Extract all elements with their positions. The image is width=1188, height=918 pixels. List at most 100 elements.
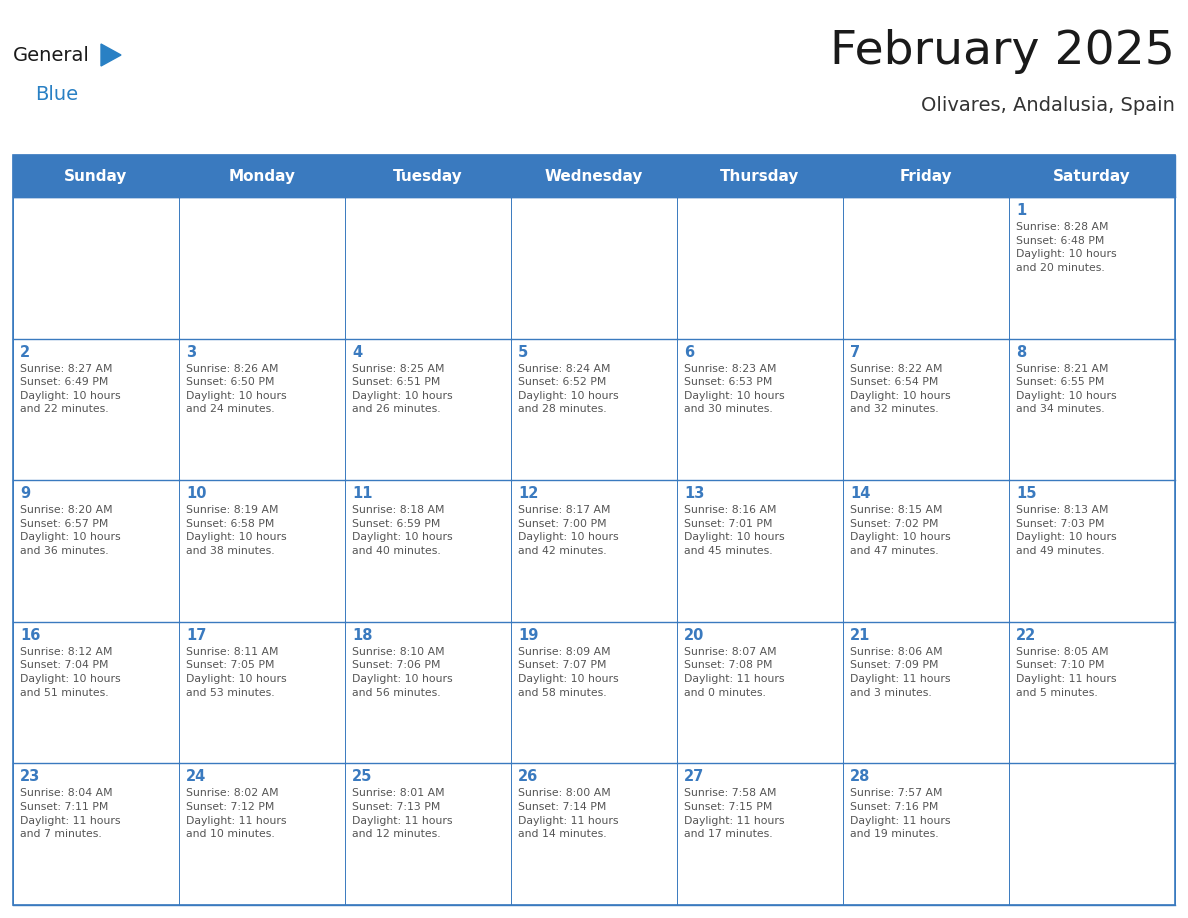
Text: Sunrise: 8:20 AM
Sunset: 6:57 PM
Daylight: 10 hours
and 36 minutes.: Sunrise: 8:20 AM Sunset: 6:57 PM Dayligh… <box>20 505 121 556</box>
Bar <box>511 339 677 480</box>
Text: 7: 7 <box>849 344 860 360</box>
Text: February 2025: February 2025 <box>830 29 1175 74</box>
Text: Sunrise: 8:01 AM
Sunset: 7:13 PM
Daylight: 11 hours
and 12 minutes.: Sunrise: 8:01 AM Sunset: 7:13 PM Dayligh… <box>352 789 453 839</box>
Text: Sunrise: 8:21 AM
Sunset: 6:55 PM
Daylight: 10 hours
and 34 minutes.: Sunrise: 8:21 AM Sunset: 6:55 PM Dayligh… <box>1016 364 1117 414</box>
Text: 5: 5 <box>518 344 529 360</box>
Text: Tuesday: Tuesday <box>393 169 463 184</box>
Bar <box>13 197 179 339</box>
Text: 21: 21 <box>849 628 871 643</box>
Bar <box>13 480 179 621</box>
Text: Sunrise: 8:12 AM
Sunset: 7:04 PM
Daylight: 10 hours
and 51 minutes.: Sunrise: 8:12 AM Sunset: 7:04 PM Dayligh… <box>20 647 121 698</box>
Bar <box>179 764 345 905</box>
Text: Sunrise: 8:27 AM
Sunset: 6:49 PM
Daylight: 10 hours
and 22 minutes.: Sunrise: 8:27 AM Sunset: 6:49 PM Dayligh… <box>20 364 121 414</box>
Bar <box>1009 764 1175 905</box>
Text: 24: 24 <box>187 769 207 784</box>
Bar <box>511 480 677 621</box>
Bar <box>1009 155 1175 197</box>
Text: Friday: Friday <box>899 169 953 184</box>
Bar <box>345 197 511 339</box>
Bar <box>1009 621 1175 764</box>
Bar <box>677 621 843 764</box>
Text: 22: 22 <box>1016 628 1036 643</box>
Text: 9: 9 <box>20 487 30 501</box>
Text: 14: 14 <box>849 487 871 501</box>
Text: 28: 28 <box>849 769 871 784</box>
Text: Sunrise: 8:09 AM
Sunset: 7:07 PM
Daylight: 10 hours
and 58 minutes.: Sunrise: 8:09 AM Sunset: 7:07 PM Dayligh… <box>518 647 619 698</box>
Text: 11: 11 <box>352 487 373 501</box>
Text: 4: 4 <box>352 344 362 360</box>
Text: 6: 6 <box>684 344 694 360</box>
Text: 3: 3 <box>187 344 196 360</box>
Bar <box>843 764 1009 905</box>
Text: Sunrise: 7:58 AM
Sunset: 7:15 PM
Daylight: 11 hours
and 17 minutes.: Sunrise: 7:58 AM Sunset: 7:15 PM Dayligh… <box>684 789 784 839</box>
Text: Sunrise: 8:07 AM
Sunset: 7:08 PM
Daylight: 11 hours
and 0 minutes.: Sunrise: 8:07 AM Sunset: 7:08 PM Dayligh… <box>684 647 784 698</box>
Text: Wednesday: Wednesday <box>545 169 643 184</box>
Bar <box>13 339 179 480</box>
Text: 12: 12 <box>518 487 538 501</box>
Text: 26: 26 <box>518 769 538 784</box>
Text: 18: 18 <box>352 628 373 643</box>
Text: 16: 16 <box>20 628 40 643</box>
Text: Sunrise: 8:25 AM
Sunset: 6:51 PM
Daylight: 10 hours
and 26 minutes.: Sunrise: 8:25 AM Sunset: 6:51 PM Dayligh… <box>352 364 453 414</box>
Text: Sunrise: 8:15 AM
Sunset: 7:02 PM
Daylight: 10 hours
and 47 minutes.: Sunrise: 8:15 AM Sunset: 7:02 PM Dayligh… <box>849 505 950 556</box>
Bar <box>677 339 843 480</box>
Text: Olivares, Andalusia, Spain: Olivares, Andalusia, Spain <box>921 95 1175 115</box>
Bar <box>677 480 843 621</box>
Bar <box>13 621 179 764</box>
Text: Sunrise: 8:06 AM
Sunset: 7:09 PM
Daylight: 11 hours
and 3 minutes.: Sunrise: 8:06 AM Sunset: 7:09 PM Dayligh… <box>849 647 950 698</box>
Bar <box>179 480 345 621</box>
Bar <box>13 764 179 905</box>
Polygon shape <box>101 44 121 66</box>
Bar <box>179 339 345 480</box>
Text: 20: 20 <box>684 628 704 643</box>
Bar <box>179 621 345 764</box>
Text: Thursday: Thursday <box>720 169 800 184</box>
Bar <box>843 339 1009 480</box>
Text: Sunrise: 8:28 AM
Sunset: 6:48 PM
Daylight: 10 hours
and 20 minutes.: Sunrise: 8:28 AM Sunset: 6:48 PM Dayligh… <box>1016 222 1117 273</box>
Text: Monday: Monday <box>228 169 296 184</box>
Bar <box>511 764 677 905</box>
Bar <box>345 621 511 764</box>
Text: Sunrise: 8:17 AM
Sunset: 7:00 PM
Daylight: 10 hours
and 42 minutes.: Sunrise: 8:17 AM Sunset: 7:00 PM Dayligh… <box>518 505 619 556</box>
Text: Sunrise: 7:57 AM
Sunset: 7:16 PM
Daylight: 11 hours
and 19 minutes.: Sunrise: 7:57 AM Sunset: 7:16 PM Dayligh… <box>849 789 950 839</box>
Text: 8: 8 <box>1016 344 1026 360</box>
Bar <box>843 480 1009 621</box>
Bar <box>677 197 843 339</box>
Text: Sunrise: 8:04 AM
Sunset: 7:11 PM
Daylight: 11 hours
and 7 minutes.: Sunrise: 8:04 AM Sunset: 7:11 PM Dayligh… <box>20 789 120 839</box>
Text: Sunrise: 8:18 AM
Sunset: 6:59 PM
Daylight: 10 hours
and 40 minutes.: Sunrise: 8:18 AM Sunset: 6:59 PM Dayligh… <box>352 505 453 556</box>
Text: 2: 2 <box>20 344 30 360</box>
Bar <box>345 480 511 621</box>
Bar <box>345 764 511 905</box>
Bar <box>677 155 843 197</box>
Bar <box>843 197 1009 339</box>
Bar <box>179 155 345 197</box>
Bar <box>13 155 1175 905</box>
Bar <box>345 339 511 480</box>
Bar <box>1009 197 1175 339</box>
Text: Sunrise: 8:19 AM
Sunset: 6:58 PM
Daylight: 10 hours
and 38 minutes.: Sunrise: 8:19 AM Sunset: 6:58 PM Dayligh… <box>187 505 286 556</box>
Text: Sunrise: 8:24 AM
Sunset: 6:52 PM
Daylight: 10 hours
and 28 minutes.: Sunrise: 8:24 AM Sunset: 6:52 PM Dayligh… <box>518 364 619 414</box>
Text: Blue: Blue <box>34 85 78 105</box>
Bar <box>1009 480 1175 621</box>
Bar <box>511 197 677 339</box>
Text: Saturday: Saturday <box>1053 169 1131 184</box>
Text: Sunrise: 8:22 AM
Sunset: 6:54 PM
Daylight: 10 hours
and 32 minutes.: Sunrise: 8:22 AM Sunset: 6:54 PM Dayligh… <box>849 364 950 414</box>
Text: Sunrise: 8:05 AM
Sunset: 7:10 PM
Daylight: 11 hours
and 5 minutes.: Sunrise: 8:05 AM Sunset: 7:10 PM Dayligh… <box>1016 647 1117 698</box>
Text: 27: 27 <box>684 769 704 784</box>
Bar <box>843 621 1009 764</box>
Text: Sunrise: 8:11 AM
Sunset: 7:05 PM
Daylight: 10 hours
and 53 minutes.: Sunrise: 8:11 AM Sunset: 7:05 PM Dayligh… <box>187 647 286 698</box>
Text: 15: 15 <box>1016 487 1036 501</box>
Text: Sunrise: 8:23 AM
Sunset: 6:53 PM
Daylight: 10 hours
and 30 minutes.: Sunrise: 8:23 AM Sunset: 6:53 PM Dayligh… <box>684 364 784 414</box>
Text: General: General <box>13 46 90 64</box>
Bar <box>511 621 677 764</box>
Text: Sunrise: 8:02 AM
Sunset: 7:12 PM
Daylight: 11 hours
and 10 minutes.: Sunrise: 8:02 AM Sunset: 7:12 PM Dayligh… <box>187 789 286 839</box>
Bar <box>1009 339 1175 480</box>
Text: Sunrise: 8:00 AM
Sunset: 7:14 PM
Daylight: 11 hours
and 14 minutes.: Sunrise: 8:00 AM Sunset: 7:14 PM Dayligh… <box>518 789 619 839</box>
Bar <box>843 155 1009 197</box>
Bar <box>511 155 677 197</box>
Bar <box>13 155 179 197</box>
Bar <box>345 155 511 197</box>
Text: Sunrise: 8:10 AM
Sunset: 7:06 PM
Daylight: 10 hours
and 56 minutes.: Sunrise: 8:10 AM Sunset: 7:06 PM Dayligh… <box>352 647 453 698</box>
Text: 1: 1 <box>1016 203 1026 218</box>
Text: 13: 13 <box>684 487 704 501</box>
